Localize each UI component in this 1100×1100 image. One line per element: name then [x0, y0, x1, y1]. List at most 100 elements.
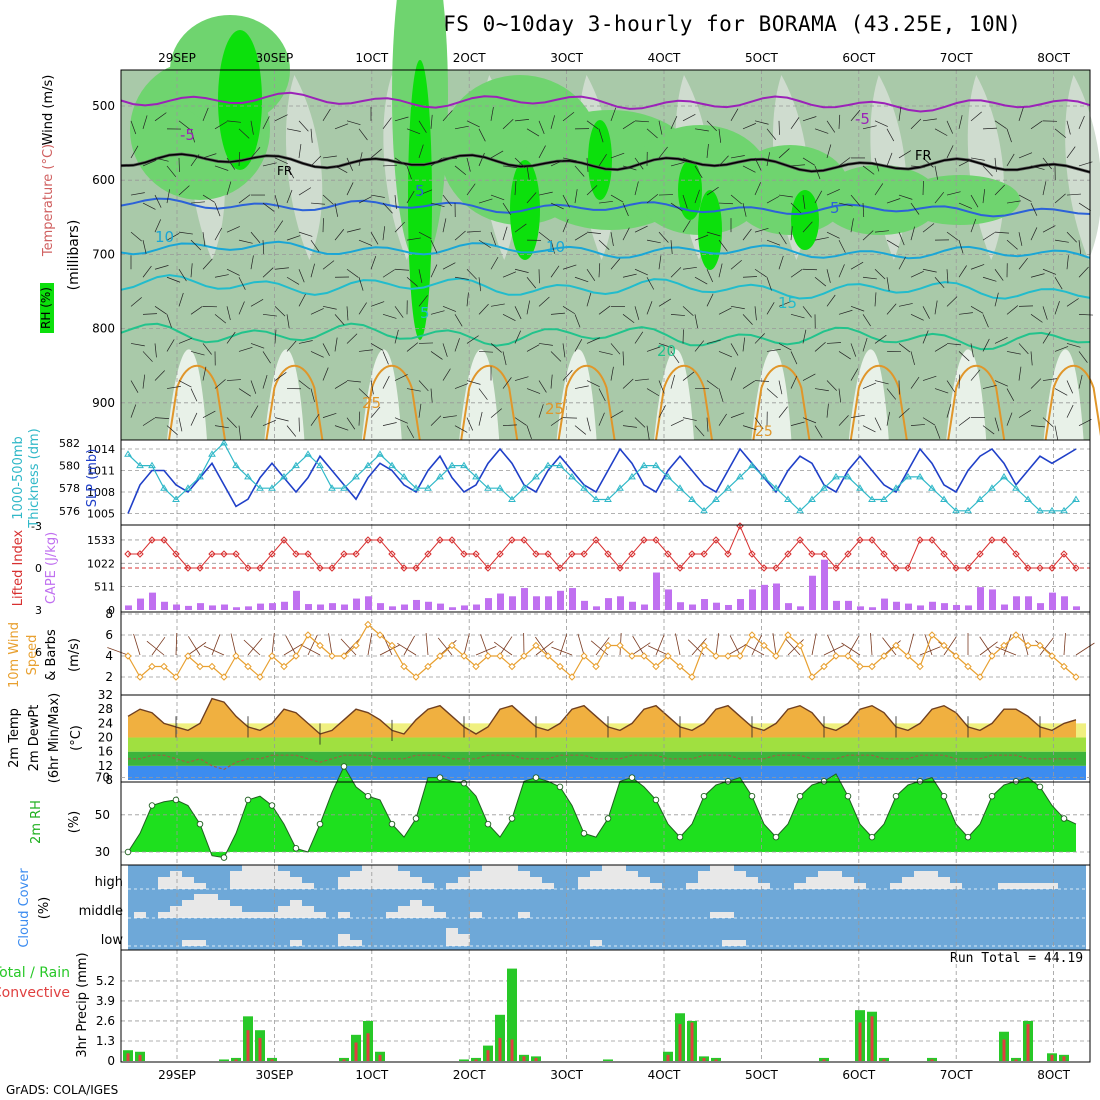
wind10m-marker — [736, 652, 744, 660]
wind10m-marker — [544, 652, 552, 660]
precip-conv-bar — [366, 1033, 370, 1061]
wind-barb — [190, 154, 200, 167]
cloud-block — [290, 900, 302, 918]
wind10m-marker — [184, 652, 192, 660]
wind10m-marker — [520, 652, 528, 660]
cloud-block — [938, 877, 950, 889]
wind-barb — [694, 276, 708, 285]
rh2m-marker — [652, 796, 660, 804]
temp-label-3: (6hr Min/Max) — [47, 693, 62, 783]
wind-barb — [1006, 305, 1019, 315]
wind-barb — [742, 202, 747, 217]
cloud-block — [926, 871, 938, 889]
wind-barb — [538, 404, 544, 418]
rh2m-marker — [196, 820, 204, 828]
wind10m-barb — [271, 633, 275, 656]
wind-barb — [526, 128, 540, 137]
wind-barb — [646, 277, 655, 290]
wind-barb — [802, 373, 816, 381]
wind-barb — [1006, 200, 1021, 204]
cape-bar — [161, 601, 168, 610]
wind-barb — [490, 256, 499, 270]
wind-barb — [550, 374, 553, 389]
rh2m-marker — [364, 792, 372, 800]
wind10m-marker — [940, 641, 948, 650]
wind-barb — [910, 202, 920, 215]
wind-barb — [670, 240, 673, 255]
wind-barb — [130, 343, 145, 347]
wind-barb — [214, 425, 229, 429]
wind-barb — [1066, 255, 1069, 270]
wind-barb — [202, 232, 206, 247]
wind-barb — [394, 195, 397, 209]
wind-barb — [730, 343, 739, 356]
date-label-bottom: 3OCT — [550, 1068, 583, 1082]
wind10m-marker — [376, 631, 384, 639]
wind-barb — [970, 194, 979, 208]
wind-barb — [226, 306, 231, 321]
wind-barb — [166, 189, 171, 204]
thickness-marker — [376, 450, 384, 457]
cloud-block — [242, 865, 254, 889]
wind-barb — [850, 109, 861, 122]
wind-barb — [1078, 418, 1092, 426]
thickness-marker — [904, 472, 912, 480]
wind-barb — [934, 165, 939, 180]
li-tick: -3 — [31, 520, 42, 533]
thickness-marker — [916, 472, 924, 480]
wind-barb — [934, 343, 948, 352]
wind-barb — [1054, 277, 1063, 290]
cloud-cover-panel: high middle low Cloud Cover (%) — [17, 864, 1091, 951]
wind-barb — [718, 351, 733, 358]
upper-label-millibars: (millibars) — [66, 220, 82, 291]
wind-barb — [994, 184, 1005, 196]
wind-barb — [190, 239, 202, 251]
lifted-index-marker — [532, 550, 540, 558]
wind10m-barb — [883, 640, 901, 656]
cloud-block — [698, 871, 710, 889]
lifted-index-marker — [1072, 564, 1080, 572]
lifted-index-marker — [880, 550, 888, 558]
wind10m-marker — [256, 673, 264, 681]
cloud-block — [254, 912, 266, 918]
wind10m-marker — [280, 662, 288, 671]
cape-bar — [413, 599, 420, 610]
wind-barb — [526, 388, 541, 394]
date-label-top: 30SEP — [256, 51, 294, 65]
cloud-block — [914, 871, 926, 889]
wind10m-marker — [952, 652, 960, 660]
cape-bar — [929, 601, 936, 610]
cape-bar — [521, 588, 528, 610]
wind-barb — [922, 417, 936, 426]
wind-barb — [682, 371, 695, 381]
wind-barb — [598, 388, 606, 402]
wind-barb — [658, 405, 666, 418]
wind-barb — [970, 369, 981, 381]
upper-tick-label: 500 — [92, 99, 115, 113]
wind-barb — [166, 314, 172, 328]
wind-barb — [742, 276, 757, 278]
cloud-block — [182, 900, 194, 918]
temp-contour-fr — [120, 153, 1091, 173]
wind-barb — [442, 218, 447, 233]
lifted-index-marker — [160, 536, 168, 544]
cape-bar — [509, 596, 516, 610]
wind-barb — [502, 271, 517, 278]
wind-barb — [730, 305, 745, 310]
wind-barb — [586, 120, 599, 130]
wind-barb — [238, 301, 245, 315]
wind10m-marker — [1072, 673, 1080, 681]
temp-tick: 20 — [98, 731, 113, 745]
cloud-block — [410, 877, 422, 889]
thickness-marker — [136, 461, 144, 469]
wind-barb — [622, 165, 637, 171]
wind-barb — [742, 314, 753, 325]
wind-barb — [130, 192, 145, 196]
cape-bar — [173, 604, 180, 610]
lifted-index-marker — [448, 536, 456, 544]
wind-barb — [730, 412, 745, 418]
wind-barb — [526, 344, 540, 352]
wind-barb — [262, 116, 270, 129]
cloud-block — [1046, 883, 1058, 889]
